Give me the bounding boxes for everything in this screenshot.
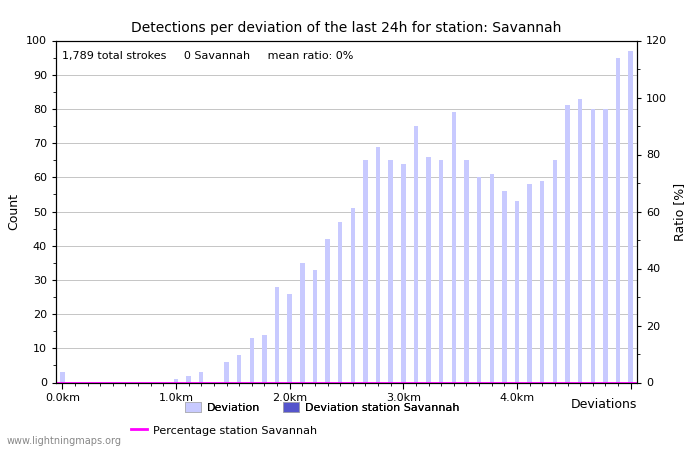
Bar [237, 355, 242, 382]
Legend: Deviation, Deviation station Savannah: Deviation, Deviation station Savannah [181, 398, 463, 418]
Bar [502, 191, 507, 382]
Bar [414, 126, 418, 382]
Bar [338, 222, 342, 382]
Y-axis label: Count: Count [8, 193, 20, 230]
Bar [514, 201, 519, 382]
Bar [60, 372, 64, 382]
Bar [389, 160, 393, 382]
Bar [199, 372, 204, 382]
Text: www.lightningmaps.org: www.lightningmaps.org [7, 436, 122, 446]
Bar [401, 164, 405, 382]
Bar [224, 362, 229, 382]
Bar [603, 109, 608, 382]
Text: 1,789 total strokes     0 Savannah     mean ratio: 0%: 1,789 total strokes 0 Savannah mean rati… [62, 51, 354, 61]
Bar [174, 379, 178, 382]
Bar [464, 160, 469, 382]
Bar [426, 157, 430, 382]
Title: Detections per deviation of the last 24h for station: Savannah: Detections per deviation of the last 24h… [132, 21, 561, 35]
Bar [186, 376, 191, 382]
Bar [326, 239, 330, 382]
Bar [351, 208, 355, 382]
Bar [629, 51, 633, 382]
Bar [489, 174, 494, 382]
Bar [262, 335, 267, 382]
Bar [288, 293, 292, 382]
Bar [566, 105, 570, 382]
Bar [300, 263, 304, 382]
Legend: Percentage station Savannah: Percentage station Savannah [127, 420, 321, 440]
Bar [578, 99, 582, 382]
Bar [616, 58, 620, 382]
Bar [477, 177, 482, 382]
Bar [275, 287, 279, 382]
Bar [553, 160, 557, 382]
Bar [250, 338, 254, 382]
Bar [591, 109, 595, 382]
Bar [439, 160, 443, 382]
Bar [540, 181, 545, 382]
Text: Deviations: Deviations [570, 398, 637, 411]
Bar [452, 112, 456, 382]
Bar [363, 160, 368, 382]
Bar [313, 270, 317, 382]
Bar [376, 147, 380, 382]
Y-axis label: Ratio [%]: Ratio [%] [673, 182, 686, 241]
Bar [527, 184, 532, 382]
